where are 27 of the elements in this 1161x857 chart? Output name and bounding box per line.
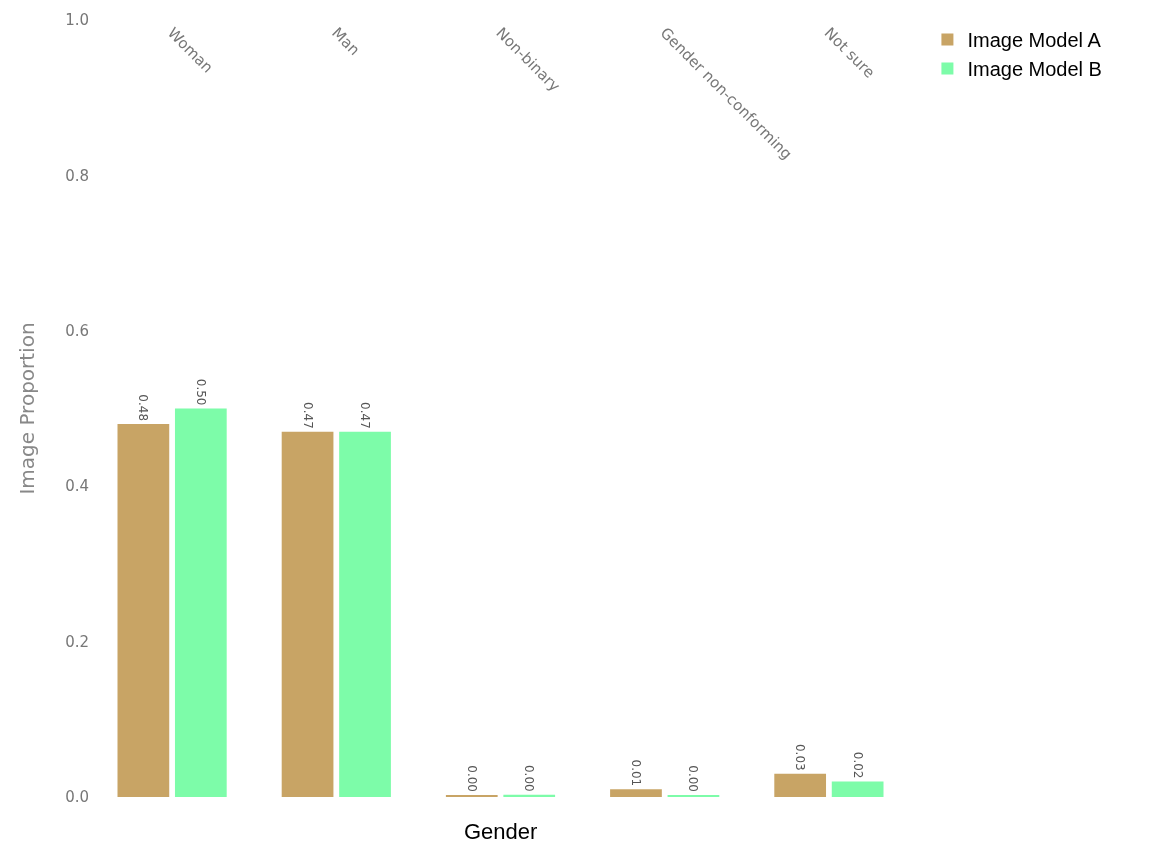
y-tick-label: 0.2 [65, 632, 89, 651]
bar [117, 424, 170, 797]
data-label: 0.02 [850, 751, 865, 779]
y-axis-title: Image Proportion [14, 322, 39, 495]
y-tick-label: 0.4 [65, 477, 89, 496]
bar [610, 789, 662, 797]
data-label: 0.00 [686, 765, 701, 792]
y-tick-label: 0.8 [65, 166, 89, 185]
data-label: 0.00 [464, 765, 479, 792]
data-label: 0.47 [300, 402, 315, 429]
bar [281, 431, 334, 797]
y-tick-label: 0.0 [65, 788, 89, 807]
x-axis-title: Gender [464, 819, 538, 844]
y-tick-label: 1.0 [65, 11, 89, 30]
bar [774, 773, 827, 797]
data-label: 0.01 [628, 759, 643, 787]
bar [174, 408, 227, 797]
data-label: 0.48 [136, 394, 151, 422]
bar [831, 781, 884, 797]
data-label: 0.03 [793, 743, 808, 771]
data-label: 0.00 [522, 764, 537, 792]
data-label: 0.47 [358, 402, 373, 429]
data-label: 0.50 [193, 378, 208, 406]
legend-label: Image Model A [967, 29, 1102, 52]
bar [339, 431, 391, 797]
legend-label: Image Model B [967, 58, 1102, 81]
y-tick-label: 0.6 [65, 322, 89, 341]
